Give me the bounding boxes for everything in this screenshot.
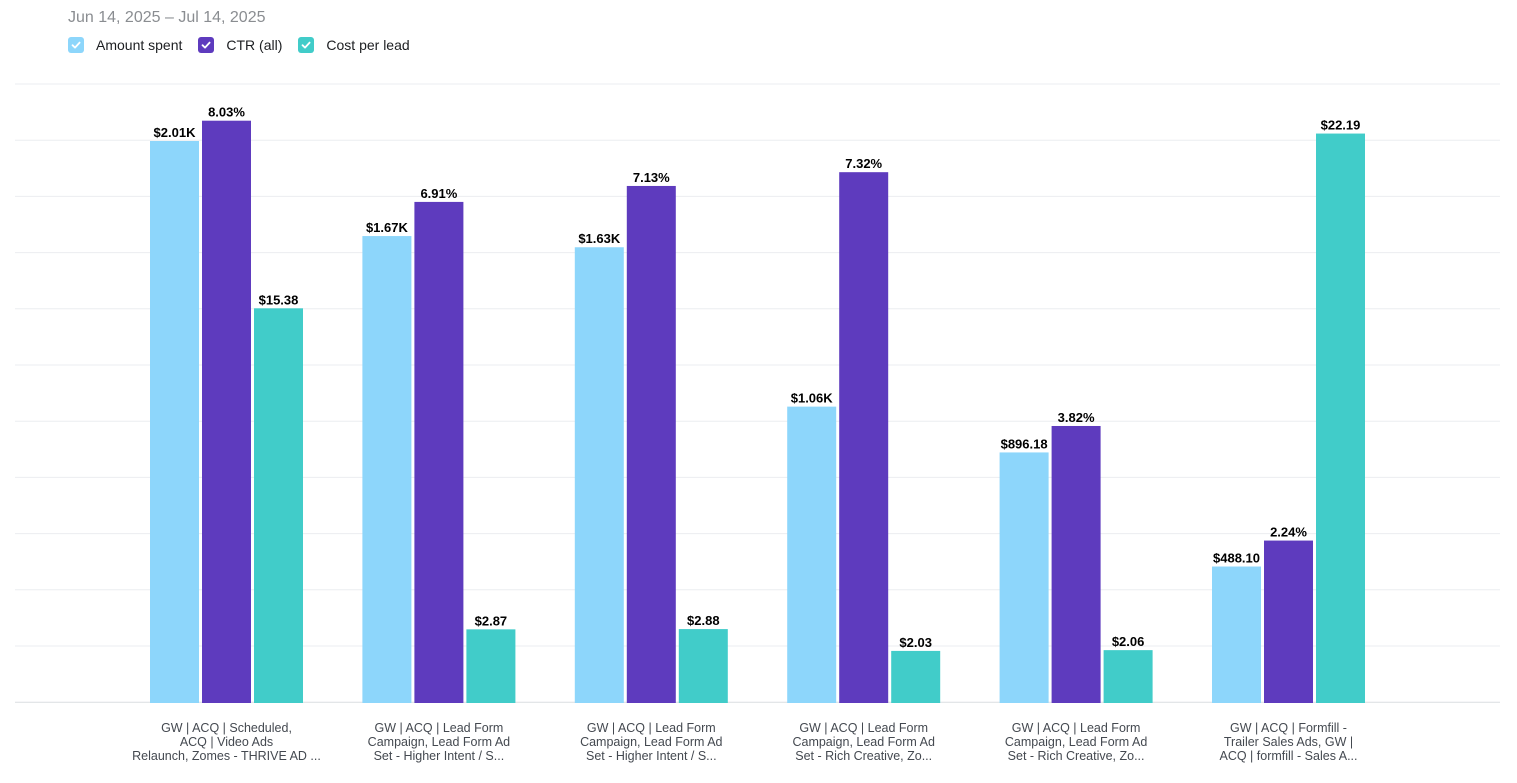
bar-ctr-all[interactable] <box>1264 540 1313 703</box>
bar-value-label: 2.24% <box>1270 525 1307 540</box>
bar-amount-spent[interactable] <box>999 452 1049 703</box>
bar-value-label: $2.01K <box>154 125 197 140</box>
bar-ctr-all[interactable] <box>1051 425 1101 703</box>
check-icon[interactable] <box>68 37 84 53</box>
legend-label: Amount spent <box>96 37 183 53</box>
bar-cost-per-lead[interactable] <box>466 629 516 703</box>
bar-value-label: $22.19 <box>1321 118 1361 133</box>
bar-cost-per-lead[interactable] <box>1316 133 1365 703</box>
legend-label: CTR (all) <box>226 37 283 53</box>
bar-value-label: $2.87 <box>475 613 508 628</box>
x-tick-label: ACQ | Video Ads <box>180 735 273 749</box>
bar-ctr-all[interactable] <box>839 172 889 703</box>
x-tick-label: Campaign, Lead Form Ad <box>792 735 934 749</box>
check-icon[interactable] <box>298 37 315 53</box>
bar-amount-spent[interactable] <box>150 141 199 703</box>
bar-ctr-all[interactable] <box>626 185 676 703</box>
bar-value-label: 7.32% <box>845 156 882 171</box>
bar-value-label: $1.67K <box>366 220 409 235</box>
bar-cost-per-lead[interactable] <box>254 308 303 703</box>
bar-amount-spent[interactable] <box>787 406 837 703</box>
bar-value-label: $1.06K <box>791 391 834 406</box>
bar-value-label: $15.38 <box>259 292 299 307</box>
x-tick-label: GW | ACQ | Lead Form <box>375 721 504 735</box>
x-tick-label: Set - Rich Creative, Zo... <box>795 749 932 763</box>
check-icon[interactable] <box>198 37 215 53</box>
bar-cost-per-lead[interactable] <box>678 629 728 703</box>
legend-label: Cost per lead <box>326 37 410 53</box>
bar-value-label: 8.03% <box>208 105 245 120</box>
x-tick-label: GW | ACQ | Scheduled, <box>161 721 292 735</box>
bar-value-label: $2.06 <box>1112 634 1145 649</box>
legend-item-cost-per-lead[interactable]: Cost per lead <box>298 37 410 53</box>
bar-ctr-all[interactable] <box>202 120 251 703</box>
x-tick-label: Relaunch, Zomes - THRIVE AD ... <box>132 749 321 763</box>
x-tick-label: ACQ | formfill - Sales A... <box>1219 749 1357 763</box>
bar-cost-per-lead[interactable] <box>1103 650 1153 703</box>
bar-value-label: $896.18 <box>1001 436 1048 451</box>
x-tick-label: Campaign, Lead Form Ad <box>1005 735 1147 749</box>
legend-item-amount-spent[interactable]: Amount spent <box>68 37 182 53</box>
bar-value-label: $2.88 <box>687 613 720 628</box>
bar-ctr-all[interactable] <box>414 201 464 703</box>
x-tick-label: Set - Higher Intent / S... <box>374 749 505 763</box>
bar-value-label: $1.63K <box>578 231 621 246</box>
bar-amount-spent[interactable] <box>1212 566 1261 703</box>
x-tick-label: GW | ACQ | Lead Form <box>587 721 716 735</box>
x-tick-label: Set - Higher Intent / S... <box>586 749 717 763</box>
bar-value-label: 7.13% <box>633 170 670 185</box>
bar-value-label: $488.10 <box>1213 551 1260 566</box>
bar-cost-per-lead[interactable] <box>891 650 941 703</box>
bar-amount-spent[interactable] <box>574 247 624 703</box>
date-range: Jun 14, 2025 – Jul 14, 2025 <box>68 9 266 26</box>
bar-value-label: 3.82% <box>1058 410 1095 425</box>
x-tick-label: Campaign, Lead Form Ad <box>580 735 722 749</box>
bar-value-label: 6.91% <box>420 186 457 201</box>
x-tick-label: Set - Rich Creative, Zo... <box>1008 749 1145 763</box>
bar-value-label: $2.03 <box>899 635 932 650</box>
legend-item-ctr[interactable]: CTR (all) <box>198 37 282 53</box>
chart-legend: Amount spent CTR (all) Cost per lead <box>68 37 426 53</box>
x-tick-label: GW | ACQ | Lead Form <box>799 721 928 735</box>
x-tick-label: Trailer Sales Ads, GW | <box>1224 735 1353 749</box>
x-tick-label: Campaign, Lead Form Ad <box>368 735 510 749</box>
bar-amount-spent[interactable] <box>362 236 412 703</box>
x-tick-label: GW | ACQ | Lead Form <box>1012 721 1141 735</box>
x-tick-label: GW | ACQ | Formfill - <box>1230 721 1347 735</box>
